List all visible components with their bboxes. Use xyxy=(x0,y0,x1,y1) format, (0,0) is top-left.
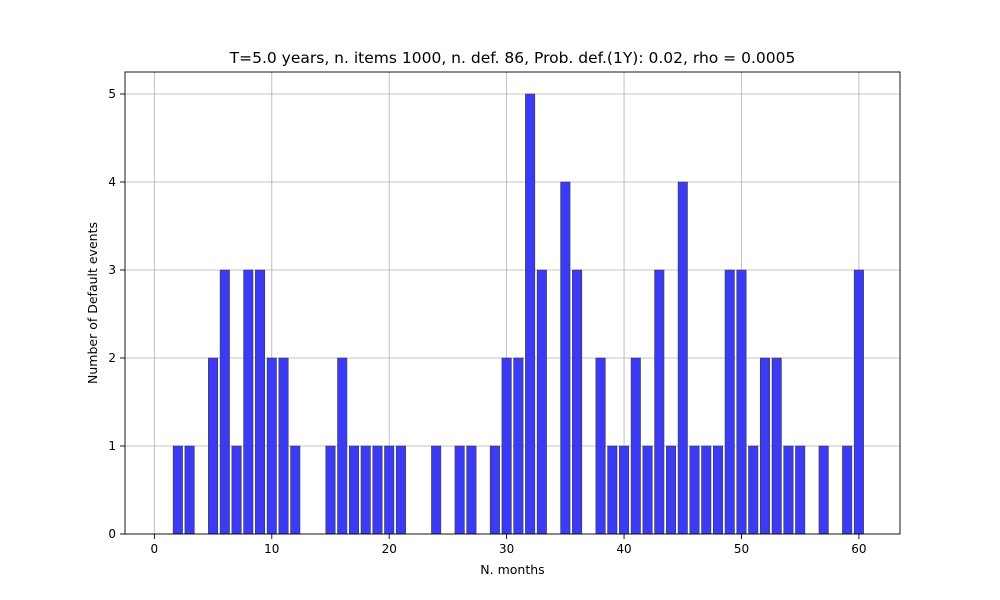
bar xyxy=(748,445,759,535)
bar xyxy=(724,269,735,535)
bar xyxy=(771,357,782,535)
bar xyxy=(560,181,571,535)
bar xyxy=(630,357,641,535)
bar xyxy=(466,445,477,535)
x-tick-label: 60 xyxy=(851,542,866,556)
bar xyxy=(842,445,853,535)
bar xyxy=(395,445,406,535)
chart-title: T=5.0 years, n. items 1000, n. def. 86, … xyxy=(229,49,796,67)
bar xyxy=(642,445,653,535)
bar xyxy=(759,357,770,535)
bar xyxy=(231,445,242,535)
bar xyxy=(677,181,688,535)
y-tick-label: 5 xyxy=(108,87,116,101)
plot-frame xyxy=(124,71,901,535)
x-tick-label: 10 xyxy=(264,542,279,556)
bar xyxy=(208,357,219,535)
bar xyxy=(536,269,547,535)
bar xyxy=(431,445,442,535)
bar xyxy=(513,357,524,535)
bar xyxy=(278,357,289,535)
bar xyxy=(595,357,606,535)
bar xyxy=(572,269,583,535)
bar xyxy=(454,445,465,535)
x-tick-label: 0 xyxy=(151,542,159,556)
x-tick-label: 30 xyxy=(499,542,514,556)
bar xyxy=(619,445,630,535)
bar xyxy=(666,445,677,535)
bar xyxy=(607,445,618,535)
bar xyxy=(219,269,230,535)
bar xyxy=(795,445,806,535)
y-tick-label: 2 xyxy=(108,351,116,365)
bar xyxy=(184,445,195,535)
bars xyxy=(172,93,864,535)
x-tick-label: 40 xyxy=(616,542,631,556)
bar xyxy=(525,93,536,535)
y-axis-label: Number of Default events xyxy=(85,222,100,384)
y-tick-label: 1 xyxy=(108,439,116,453)
bar xyxy=(853,269,864,535)
bar xyxy=(384,445,395,535)
bar xyxy=(501,357,512,535)
bar xyxy=(360,445,371,535)
bar xyxy=(701,445,712,535)
bar xyxy=(654,269,665,535)
bar xyxy=(266,357,277,535)
axis-ticks: 0 10 20 30 40 50 60 0 1 2 3 4 5 xyxy=(108,87,866,556)
y-tick-label: 3 xyxy=(108,263,116,277)
y-tick-label: 0 xyxy=(108,527,116,541)
bar xyxy=(689,445,700,535)
bar xyxy=(736,269,747,535)
bar xyxy=(348,445,359,535)
bar xyxy=(172,445,183,535)
bar xyxy=(783,445,794,535)
bar xyxy=(243,269,254,535)
bar xyxy=(712,445,723,535)
bar xyxy=(818,445,829,535)
bar xyxy=(290,445,301,535)
x-tick-label: 50 xyxy=(734,542,749,556)
x-tick-label: 20 xyxy=(382,542,397,556)
y-tick-label: 4 xyxy=(108,175,116,189)
bar xyxy=(325,445,336,535)
bar xyxy=(255,269,266,535)
bar xyxy=(372,445,383,535)
x-axis-label: N. months xyxy=(480,562,544,577)
bar xyxy=(489,445,500,535)
bar xyxy=(337,357,348,535)
